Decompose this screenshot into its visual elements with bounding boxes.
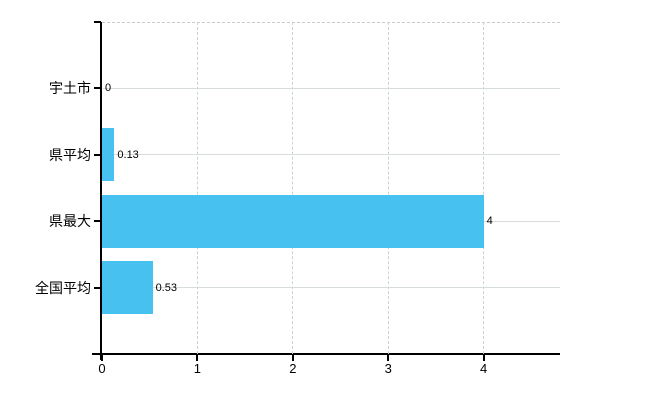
y-axis-line	[100, 22, 102, 360]
x-tick-mark	[291, 355, 294, 361]
category-label: 県平均	[49, 146, 91, 163]
bar-value-label: 0	[105, 82, 112, 95]
y-tick-mark	[94, 87, 101, 90]
y-tick-mark	[94, 286, 101, 289]
category-label: 県最大	[49, 213, 91, 230]
bar-value-label: 0.13	[117, 148, 139, 161]
gridline-h	[103, 154, 560, 156]
y-tick-mark	[94, 21, 101, 23]
x-tick-label: 1	[193, 361, 202, 376]
x-tick-label: 0	[98, 361, 106, 376]
gridline-v	[483, 22, 485, 354]
x-tick-mark	[387, 355, 390, 361]
x-tick-label: 4	[480, 361, 488, 376]
x-tick-mark	[101, 355, 103, 361]
category-label: 全国平均	[35, 279, 91, 296]
y-tick-mark	[94, 220, 101, 223]
category-label: 宇土市	[49, 80, 91, 97]
x-tick-label: 2	[289, 361, 297, 376]
x-tick-label: 3	[384, 361, 392, 376]
bar	[102, 128, 115, 182]
y-tick-mark	[94, 153, 101, 156]
bar-value-label: 0.53	[155, 281, 177, 294]
bar-value-label: 4	[486, 215, 493, 228]
gridline-h	[103, 287, 560, 289]
x-tick-mark	[196, 355, 199, 361]
x-tick-mark	[482, 355, 485, 361]
gridline-h	[103, 87, 560, 89]
gridline-v	[196, 22, 198, 354]
x-axis-line	[92, 353, 560, 355]
bar	[102, 261, 153, 315]
plot-area	[102, 22, 560, 354]
gridline-v	[292, 22, 294, 354]
gridline-v	[387, 22, 389, 354]
bar	[102, 194, 484, 248]
